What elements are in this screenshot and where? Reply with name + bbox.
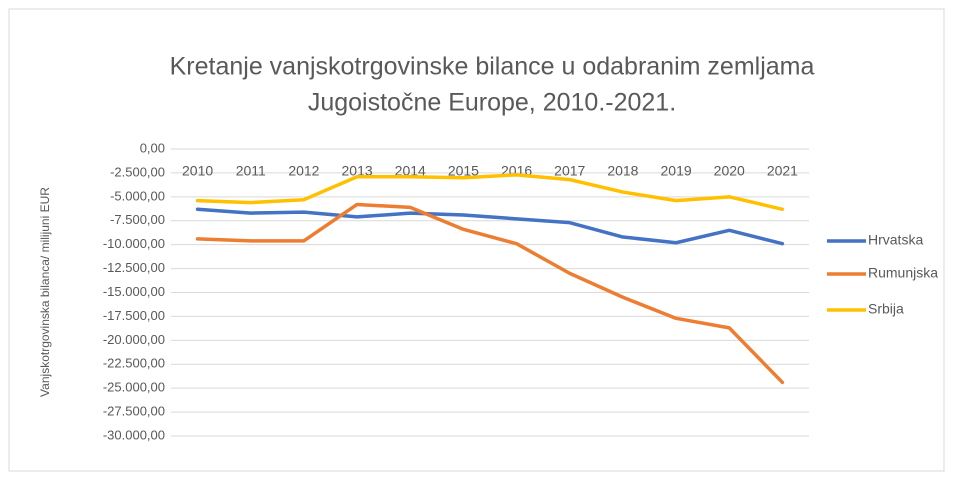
x-tick-label: 2010 xyxy=(182,163,213,179)
y-tick-label: -2.500,00 xyxy=(110,164,165,179)
y-tick-label: -25.000,00 xyxy=(103,380,165,395)
y-tick-label: -5.000,00 xyxy=(110,188,165,203)
chart-title: Jugoistočne Europe, 2010.-2021. xyxy=(308,89,676,117)
y-tick-label: 0,00 xyxy=(140,140,165,155)
legend-label: Hrvatska xyxy=(868,232,923,248)
x-tick-label: 2012 xyxy=(288,163,319,179)
y-tick-label: -10.000,00 xyxy=(103,236,165,251)
x-tick-label: 2011 xyxy=(236,163,266,179)
x-tick-label: 2019 xyxy=(661,163,692,179)
line-series xyxy=(195,202,785,385)
line-series xyxy=(195,173,785,212)
x-tick-label: 2017 xyxy=(554,163,585,179)
y-tick-label: -27.500,00 xyxy=(103,404,165,419)
x-tick-label: 2013 xyxy=(342,163,373,179)
y-tick-label: -12.500,00 xyxy=(103,260,165,275)
y-tick-label: -22.500,00 xyxy=(103,356,165,371)
x-tick-label: 2014 xyxy=(395,163,426,179)
y-tick-label: -15.000,00 xyxy=(103,284,165,299)
x-tick-label: 2021 xyxy=(767,163,798,179)
chart-title: Kretanje vanjskotrgovinske bilance u oda… xyxy=(170,53,815,81)
y-tick-label: -17.500,00 xyxy=(103,308,165,323)
x-tick-label: 2018 xyxy=(607,163,638,179)
x-tick-label: 2020 xyxy=(714,163,745,179)
line-series xyxy=(195,207,785,246)
y-tick-label: -30.000,00 xyxy=(103,427,165,442)
x-tick-label: 2015 xyxy=(448,163,479,179)
legend-label: Srbija xyxy=(868,301,904,317)
y-axis-label: Vanjskotrgovinska bilanca/ milijuni EUR xyxy=(38,187,52,397)
y-tick-label: -20.000,00 xyxy=(103,332,165,347)
legend-label: Rumunjska xyxy=(868,265,938,281)
y-tick-label: -7.500,00 xyxy=(110,212,165,227)
chart-border xyxy=(8,8,945,472)
